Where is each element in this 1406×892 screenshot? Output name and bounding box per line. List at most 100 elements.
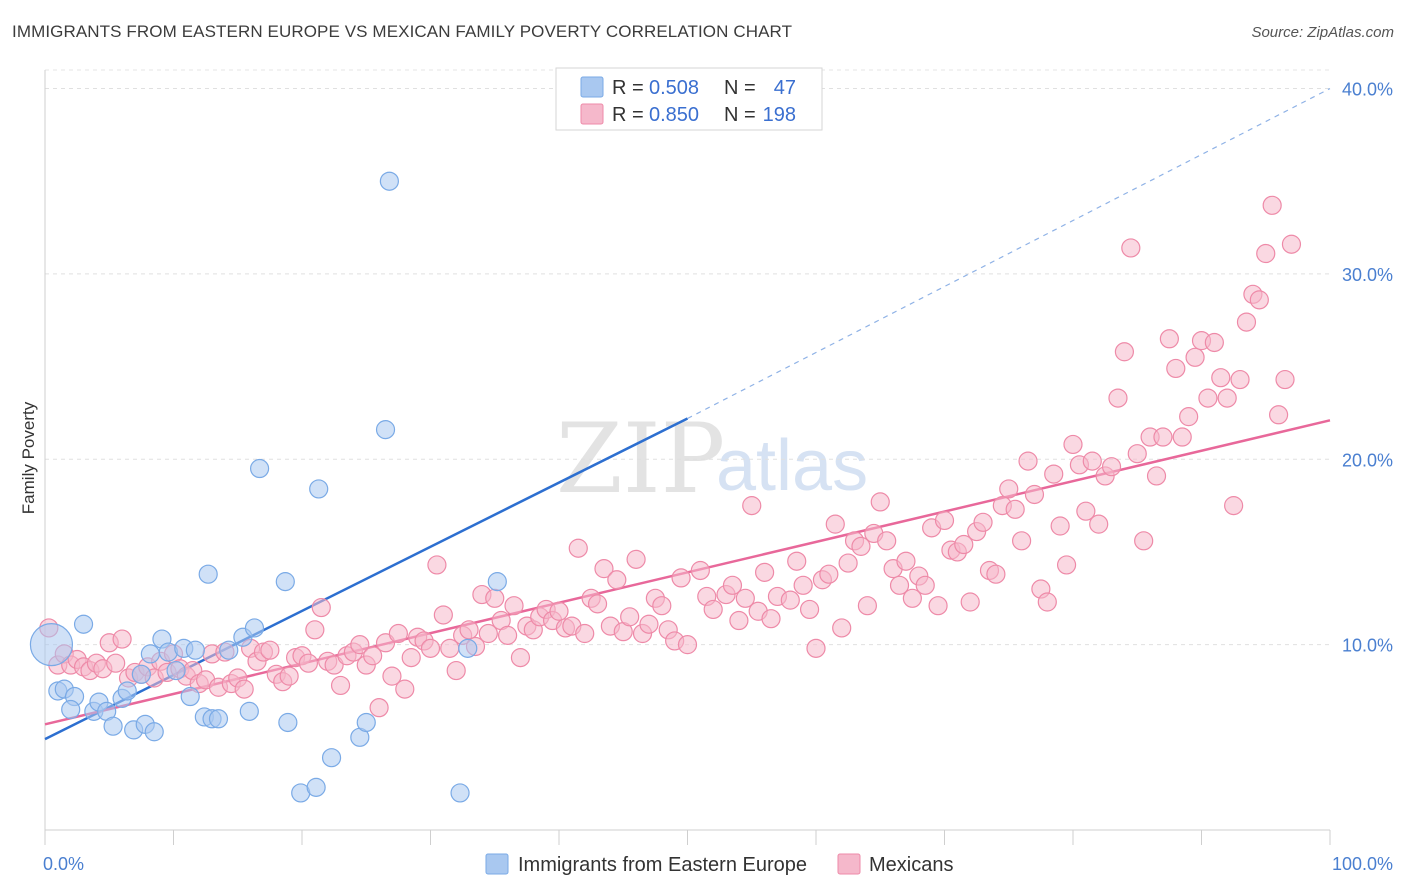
point-mexicans <box>594 559 614 579</box>
point-mexicans <box>607 570 627 590</box>
bottom-legend-swatch-blue <box>485 853 509 875</box>
point-eastern-europe <box>239 701 259 721</box>
point-mexicans <box>1153 427 1173 447</box>
point-mexicans <box>369 698 389 718</box>
point-mexicans <box>896 551 916 571</box>
point-mexicans <box>902 588 922 608</box>
point-mexicans <box>324 655 344 675</box>
bottom-legend-label-2: Mexicans <box>869 854 953 876</box>
point-mexicans <box>806 638 826 658</box>
point-mexicans <box>1198 388 1218 408</box>
point-mexicans <box>1249 290 1269 310</box>
legend-n-label-2: N = <box>724 104 756 126</box>
x-tick-label-min: 0.0% <box>43 854 84 874</box>
point-mexicans <box>330 675 351 696</box>
legend-swatch-blue <box>580 76 604 98</box>
legend-r-value-2: 0.850 <box>649 104 699 126</box>
point-mexicans <box>587 594 608 614</box>
point-mexicans <box>1121 238 1141 258</box>
point-mexicans <box>1211 368 1231 388</box>
x-tick-label-max: 100.0% <box>1332 854 1393 874</box>
point-mexicans <box>459 620 479 640</box>
point-eastern-europe <box>487 572 507 592</box>
point-eastern-europe <box>140 644 160 664</box>
point-eastern-europe <box>375 420 396 440</box>
point-mexicans <box>986 564 1006 584</box>
point-mexicans <box>401 648 421 668</box>
point-mexicans <box>395 679 415 699</box>
point-mexicans <box>1204 332 1224 353</box>
point-mexicans <box>973 512 993 532</box>
point-mexicans <box>761 609 781 629</box>
point-mexicans <box>375 633 396 653</box>
point-mexicans <box>1114 342 1135 362</box>
point-mexicans <box>793 575 813 595</box>
grid-lines <box>45 69 1330 646</box>
point-mexicans <box>1101 457 1122 477</box>
point-eastern-europe <box>450 783 470 803</box>
point-mexicans <box>1159 329 1179 349</box>
point-mexicans <box>510 648 531 668</box>
point-mexicans <box>851 536 871 556</box>
point-eastern-europe <box>166 660 186 681</box>
y-tick-label: 20.0% <box>1342 450 1393 470</box>
point-eastern-europe <box>144 722 164 742</box>
point-eastern-europe <box>321 748 342 768</box>
point-mexicans <box>298 653 319 673</box>
point-mexicans <box>960 592 980 612</box>
point-mexicans <box>954 534 974 555</box>
point-mexicans <box>112 629 132 649</box>
point-mexicans <box>1044 464 1064 484</box>
point-eastern-europe <box>103 716 123 736</box>
point-mexicans <box>877 531 897 551</box>
point-eastern-europe <box>278 712 298 733</box>
point-eastern-europe <box>208 709 229 729</box>
y-axis-label: Family Poverty <box>19 401 38 514</box>
point-mexicans <box>934 510 955 531</box>
point-mexicans <box>825 514 845 534</box>
point-mexicans <box>652 596 672 616</box>
trend-line-eastern-europe <box>44 417 689 741</box>
legend-r-label-1: R = <box>612 77 644 99</box>
bottom-legend-label-1: Immigrants from Eastern Europe <box>518 854 807 876</box>
point-mexicans <box>446 660 466 681</box>
point-mexicans <box>106 653 126 673</box>
point-mexicans <box>1089 514 1109 534</box>
point-mexicans <box>1127 444 1147 464</box>
legend-r-label-2: R = <box>612 104 644 126</box>
point-mexicans <box>1005 499 1025 519</box>
legend-n-value-2: 198 <box>763 104 796 126</box>
point-mexicans <box>889 575 910 595</box>
source-label: Source: ZipAtlas.com <box>1251 24 1394 41</box>
point-eastern-europe <box>185 640 205 660</box>
point-mexicans <box>1256 243 1276 264</box>
point-mexicans <box>1268 405 1289 425</box>
point-mexicans <box>478 623 498 644</box>
point-mexicans <box>639 614 659 634</box>
point-mexicans <box>1076 501 1096 521</box>
y-tick-label: 30.0% <box>1342 265 1393 285</box>
point-mexicans <box>1281 234 1302 254</box>
point-mexicans <box>787 551 807 571</box>
legend-r-value-1: 0.508 <box>649 77 699 99</box>
y-tick-label: 10.0% <box>1342 636 1393 656</box>
point-eastern-europe <box>61 699 81 720</box>
point-eastern-europe <box>275 572 295 592</box>
point-mexicans <box>568 538 588 558</box>
point-mexicans <box>311 597 331 618</box>
point-mexicans <box>1011 531 1032 551</box>
point-mexicans <box>671 568 691 588</box>
point-mexicans <box>1166 358 1186 379</box>
point-mexicans <box>1037 592 1057 612</box>
point-mexicans <box>722 575 743 595</box>
point-eastern-europe <box>131 664 151 684</box>
point-eastern-europe <box>379 171 399 191</box>
point-mexicans <box>1275 369 1295 390</box>
point-mexicans <box>999 479 1019 499</box>
point-mexicans <box>1179 407 1199 427</box>
point-mexicans <box>1024 484 1045 505</box>
point-mexicans <box>433 605 453 625</box>
point-mexicans <box>729 610 749 631</box>
point-mexicans <box>754 562 775 582</box>
